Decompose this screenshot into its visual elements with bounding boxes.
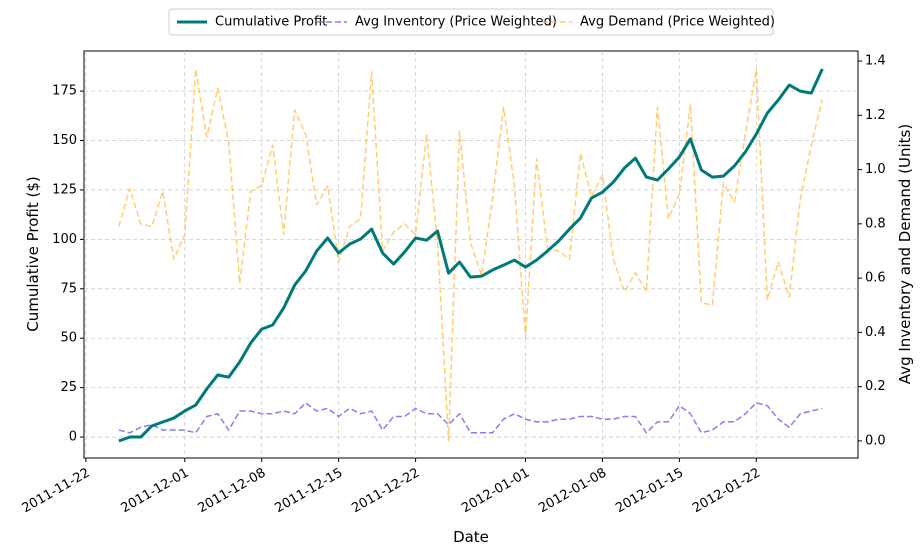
y-tick-label: 125: [52, 182, 77, 197]
legend-label: Avg Inventory (Price Weighted): [355, 15, 557, 30]
x-tick-label: 2011-11-22: [20, 466, 93, 517]
series-line: [118, 402, 823, 434]
series-line: [118, 68, 824, 442]
y2-tick-label: 0.6: [865, 271, 886, 286]
y-tick-label: 75: [60, 281, 77, 296]
x-tick-label: 2012-01-08: [536, 466, 609, 517]
y2-axis-label: Avg Inventory and Demand (Units): [896, 124, 914, 384]
y-tick-label: 50: [60, 331, 77, 346]
y2-tick-label: 1.4: [865, 54, 886, 69]
x-tick-label: 2011-12-22: [349, 466, 422, 517]
y2-tick-label: 1.0: [865, 162, 886, 177]
legend-label: Cumulative Profit: [215, 15, 327, 30]
x-tick-label: 2012-01-01: [459, 466, 532, 517]
x-tick-label: 2011-12-08: [196, 466, 269, 517]
y-tick-label: 25: [60, 380, 77, 395]
series-line: [118, 68, 824, 443]
y2-tick-label: 1.2: [865, 108, 886, 123]
y-tick-label: 175: [52, 84, 77, 99]
legend-label: Avg Demand (Price Weighted): [580, 15, 775, 30]
y-tick-label: 0: [69, 430, 77, 445]
plot-frame: [83, 50, 859, 459]
y-axis-label: Cumulative Profit ($): [24, 176, 42, 332]
y2-tick-label: 0.2: [865, 379, 886, 394]
legend-box: [168, 8, 774, 36]
y2-tick-label: 0.0: [865, 433, 886, 448]
x-tick-label: 2011-12-15: [272, 466, 345, 517]
x-tick-label: 2012-01-22: [690, 466, 763, 517]
x-tick-label: 2011-12-01: [119, 466, 192, 517]
y-tick-label: 150: [52, 133, 77, 148]
y2-tick-label: 0.4: [865, 325, 886, 340]
x-tick-label: 2012-01-15: [613, 466, 686, 517]
y-tick-label: 100: [52, 232, 77, 247]
x-axis-label: Date: [453, 528, 489, 546]
y2-tick-label: 0.8: [865, 216, 886, 231]
